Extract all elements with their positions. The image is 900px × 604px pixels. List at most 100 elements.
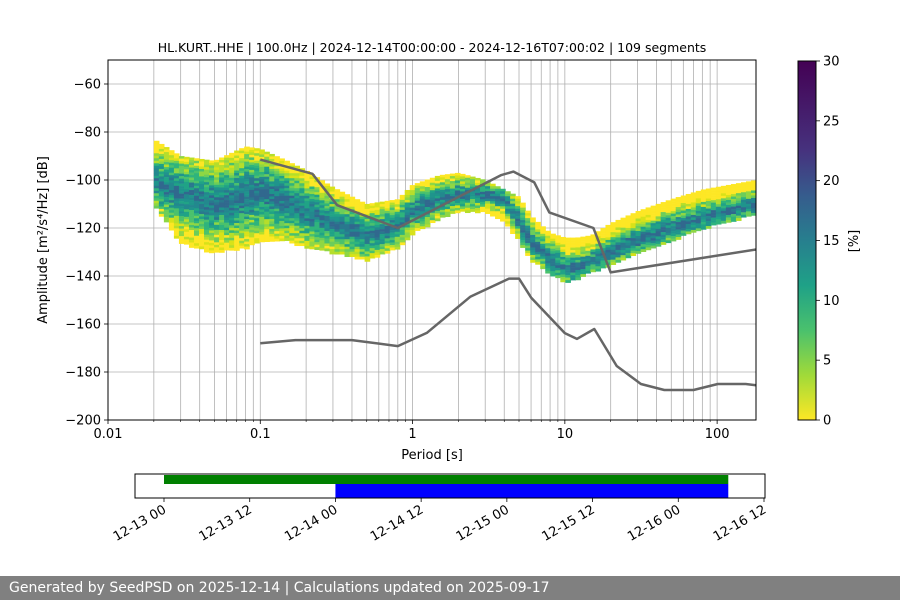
heatmap-cell bbox=[254, 155, 260, 159]
heatmap-cell bbox=[515, 233, 521, 237]
heatmap-cell bbox=[735, 198, 742, 201]
heatmap-cell bbox=[269, 223, 275, 227]
heatmap-cell bbox=[439, 189, 446, 193]
heatmap-cell bbox=[173, 180, 180, 184]
heatmap-cell bbox=[229, 195, 235, 199]
heatmap-cell bbox=[605, 244, 612, 248]
heatmap-cell bbox=[750, 195, 756, 199]
heatmap-cell bbox=[314, 234, 321, 238]
heatmap-cell bbox=[409, 232, 416, 236]
heatmap-cell bbox=[214, 244, 220, 248]
heatmap-cell bbox=[710, 197, 717, 201]
heatmap-cell bbox=[675, 212, 682, 215]
heatmap-cell bbox=[720, 198, 727, 202]
heatmap-cell bbox=[444, 174, 451, 177]
timeline-tick-label: 12-16 00 bbox=[625, 502, 683, 544]
heatmap-cell bbox=[329, 229, 336, 232]
heatmap-cell bbox=[244, 194, 250, 197]
heatmap-cell bbox=[394, 204, 401, 208]
heatmap-cell bbox=[324, 235, 331, 239]
heatmap-cell bbox=[369, 223, 376, 226]
heatmap-cell bbox=[229, 162, 235, 166]
heatmap-cell bbox=[590, 269, 597, 273]
heatmap-cell bbox=[178, 226, 185, 229]
heatmap-cell bbox=[730, 219, 737, 222]
heatmap-cell bbox=[193, 185, 200, 189]
heatmap-cell bbox=[259, 184, 265, 188]
heatmap-cell bbox=[244, 244, 250, 247]
x-tick-label: 1 bbox=[408, 427, 416, 442]
heatmap-cell bbox=[209, 195, 215, 199]
heatmap-cell bbox=[259, 204, 265, 208]
heatmap-cell bbox=[580, 246, 586, 250]
heatmap-cell bbox=[590, 241, 597, 245]
heatmap-cell bbox=[384, 200, 391, 204]
heatmap-cell bbox=[404, 224, 411, 228]
heatmap-cell bbox=[439, 184, 446, 188]
heatmap-cell bbox=[239, 148, 245, 151]
heatmap-cell bbox=[695, 208, 702, 212]
heatmap-cell bbox=[329, 226, 336, 230]
heatmap-cell bbox=[254, 178, 260, 182]
heatmap-cell bbox=[690, 229, 697, 233]
heatmap-cell bbox=[214, 182, 220, 186]
heatmap-cell bbox=[249, 217, 255, 221]
heatmap-cell bbox=[560, 264, 566, 268]
heatmap-cell bbox=[424, 199, 431, 203]
heatmap-cell bbox=[620, 242, 627, 246]
y-tick-label: −120 bbox=[65, 222, 101, 237]
heatmap-cell bbox=[264, 221, 270, 225]
heatmap-cell bbox=[163, 162, 170, 165]
heatmap-cell bbox=[173, 168, 180, 172]
heatmap-cell bbox=[244, 186, 250, 190]
heatmap-cell bbox=[274, 238, 280, 242]
heatmap-cell bbox=[715, 216, 722, 220]
heatmap-cell bbox=[264, 219, 270, 222]
heatmap-cell bbox=[635, 213, 642, 217]
heatmap-cell bbox=[229, 200, 235, 204]
heatmap-cell bbox=[384, 213, 391, 217]
heatmap-cell bbox=[304, 243, 310, 247]
heatmap-cell bbox=[224, 200, 230, 203]
heatmap-cell bbox=[444, 211, 451, 215]
heatmap-cell bbox=[745, 198, 752, 202]
heatmap-cell bbox=[540, 226, 546, 230]
heatmap-cell bbox=[199, 211, 205, 215]
heatmap-cell bbox=[525, 235, 531, 239]
heatmap-cell bbox=[439, 182, 446, 186]
heatmap-cell bbox=[590, 266, 597, 270]
heatmap-cell bbox=[188, 200, 195, 203]
heatmap-cell bbox=[264, 169, 270, 172]
heatmap-cell bbox=[565, 240, 571, 243]
heatmap-cell bbox=[454, 177, 461, 181]
heatmap-cell bbox=[259, 194, 265, 198]
heatmap-cell bbox=[560, 239, 566, 243]
heatmap-cell bbox=[274, 233, 280, 237]
heatmap-cell bbox=[214, 247, 220, 251]
heatmap-cell bbox=[304, 173, 310, 177]
heatmap-cell bbox=[178, 161, 185, 164]
heatmap-cell bbox=[630, 223, 637, 226]
heatmap-cell bbox=[595, 263, 602, 267]
heatmap-cell bbox=[344, 231, 351, 235]
heatmap-cell bbox=[550, 246, 556, 249]
heatmap-cell bbox=[183, 209, 190, 213]
heatmap-cell bbox=[153, 145, 160, 149]
heatmap-cell bbox=[745, 188, 752, 192]
heatmap-cell bbox=[309, 204, 316, 207]
heatmap-cell bbox=[600, 243, 607, 246]
heatmap-cell bbox=[304, 208, 310, 212]
heatmap-cell bbox=[224, 197, 230, 201]
heatmap-cell bbox=[364, 221, 371, 225]
heatmap-cell bbox=[645, 229, 652, 233]
heatmap-cell bbox=[545, 238, 551, 242]
heatmap-cell bbox=[289, 193, 295, 196]
heatmap-cell bbox=[239, 223, 245, 226]
heatmap-cell bbox=[625, 232, 632, 236]
heatmap-cell bbox=[720, 188, 727, 192]
heatmap-cell bbox=[158, 186, 165, 190]
heatmap-cell bbox=[299, 208, 305, 212]
heatmap-cell bbox=[545, 235, 551, 239]
heatmap-cell bbox=[299, 175, 305, 179]
heatmap-cell bbox=[590, 249, 597, 253]
